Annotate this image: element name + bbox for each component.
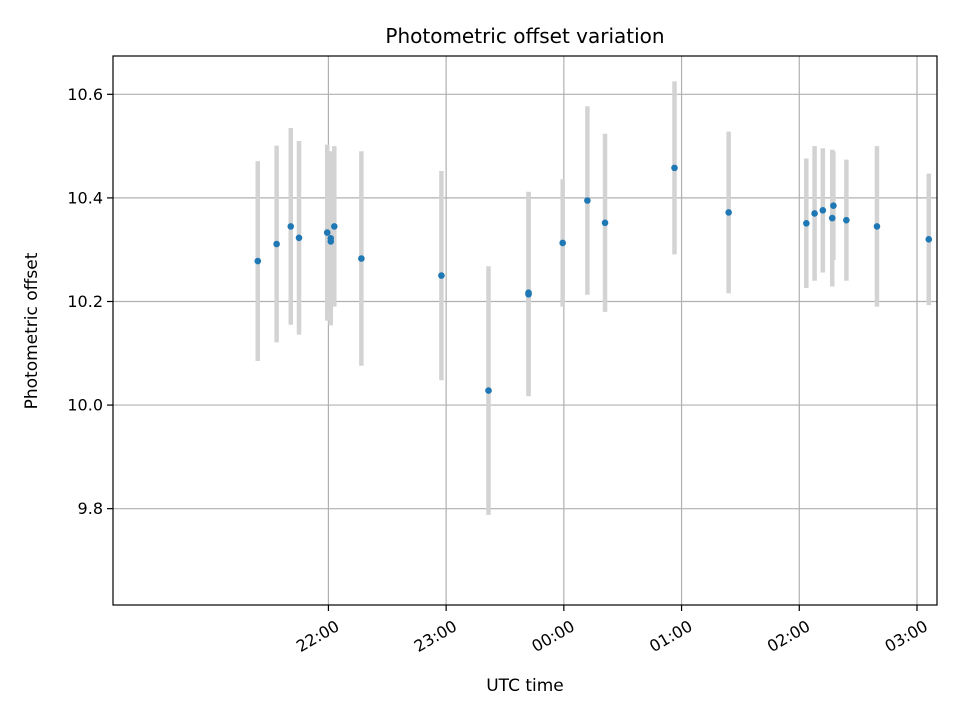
data-point xyxy=(287,223,295,230)
y-tick-label: 9.8 xyxy=(78,499,103,518)
data-point xyxy=(485,387,492,394)
y-tick-label: 10.2 xyxy=(67,292,103,311)
plot-area-frame xyxy=(112,55,938,606)
y-tick-label: 10.4 xyxy=(67,188,103,207)
data-point xyxy=(331,223,338,230)
data-points xyxy=(254,164,933,394)
data-point xyxy=(819,207,827,214)
data-point xyxy=(828,214,836,222)
data-point xyxy=(811,210,818,217)
grid xyxy=(113,56,937,605)
data-point xyxy=(254,257,262,265)
data-point xyxy=(273,240,280,248)
data-point xyxy=(525,289,532,296)
data-point xyxy=(327,235,335,242)
data-point xyxy=(671,164,678,172)
x-axis-label: UTC time xyxy=(486,676,564,696)
data-point xyxy=(584,197,591,204)
data-point xyxy=(438,272,445,279)
y-tick-label: 10.6 xyxy=(67,85,103,104)
data-point xyxy=(559,239,566,247)
y-axis-label: Photometric offset xyxy=(22,252,42,409)
data-point xyxy=(873,223,881,230)
data-point xyxy=(601,219,609,227)
data-point xyxy=(925,236,933,243)
data-point xyxy=(323,229,331,236)
data-point xyxy=(830,202,837,209)
chart-title: Photometric offset variation xyxy=(385,24,664,48)
y-tick-label: 10.0 xyxy=(67,396,103,415)
data-point xyxy=(295,234,303,242)
data-point xyxy=(803,219,810,227)
data-point xyxy=(725,209,732,216)
data-point xyxy=(843,216,850,224)
data-point xyxy=(358,255,365,262)
